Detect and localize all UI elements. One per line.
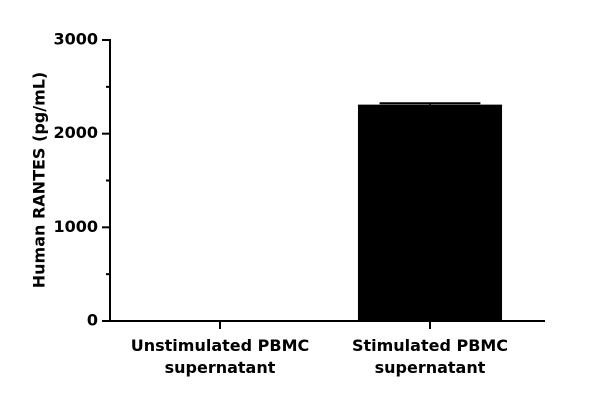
bar	[357, 104, 503, 321]
y-axis-label: Human RANTES (pg/mL)	[30, 72, 49, 288]
y-tick-label: 0	[87, 311, 98, 330]
x-tick-label: Stimulated PBMC supernatant	[351, 336, 509, 377]
x-tick-label: Unstimulated PBMC supernatant	[130, 336, 310, 377]
y-tick-label: 2000	[53, 123, 98, 142]
y-tick-label: 3000	[53, 30, 98, 49]
y-tick-label: 1000	[53, 217, 98, 236]
